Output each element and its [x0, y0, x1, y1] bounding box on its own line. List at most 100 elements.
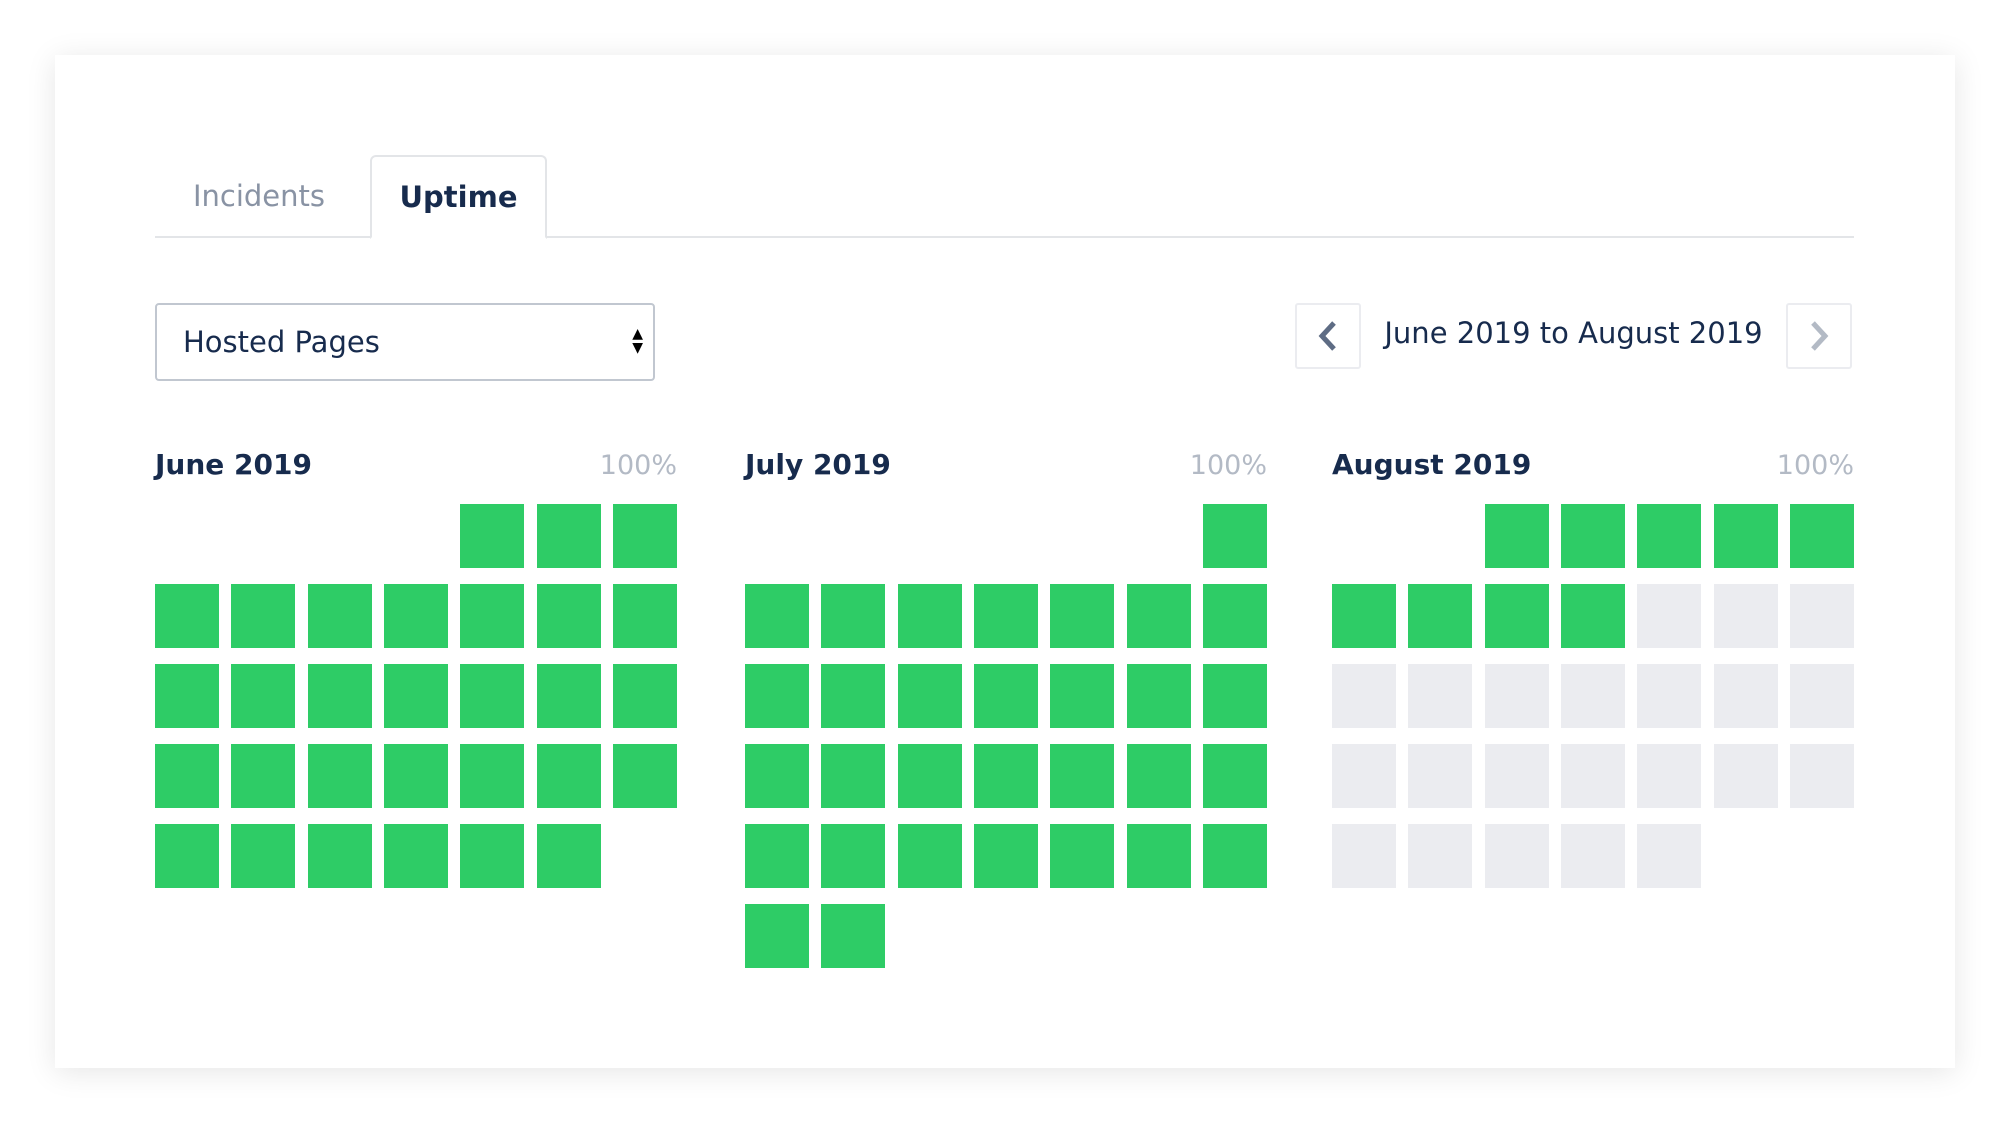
day-cell-operational[interactable]: [612, 584, 677, 648]
day-cell-operational[interactable]: [307, 824, 372, 888]
day-cell-operational[interactable]: [897, 584, 962, 648]
day-cell-operational[interactable]: [745, 584, 809, 648]
day-cell-operational[interactable]: [897, 824, 962, 888]
day-cell-operational[interactable]: [460, 584, 525, 648]
day-cell-operational[interactable]: [1050, 584, 1115, 648]
day-cell-no-data[interactable]: [1484, 664, 1549, 728]
previous-range-button[interactable]: [1295, 303, 1361, 369]
tab-uptime[interactable]: Uptime: [370, 155, 547, 239]
day-cell-operational[interactable]: [745, 744, 809, 808]
day-cell-operational[interactable]: [1408, 584, 1473, 648]
day-cell-operational[interactable]: [821, 664, 886, 728]
day-cell-no-data[interactable]: [1637, 664, 1702, 728]
day-cell-operational[interactable]: [973, 664, 1038, 728]
day-cell-operational[interactable]: [383, 744, 448, 808]
day-cell-operational[interactable]: [973, 584, 1038, 648]
day-cell-operational[interactable]: [1126, 744, 1191, 808]
day-cell-operational[interactable]: [1050, 664, 1115, 728]
day-cell-operational[interactable]: [155, 824, 219, 888]
day-cell-no-data[interactable]: [1637, 584, 1702, 648]
next-range-button[interactable]: [1786, 303, 1852, 369]
day-cell-operational[interactable]: [1050, 824, 1115, 888]
day-cell-no-data[interactable]: [1560, 664, 1625, 728]
day-cell-operational[interactable]: [1560, 504, 1625, 568]
day-cell-operational[interactable]: [612, 664, 677, 728]
day-cell-operational[interactable]: [155, 744, 219, 808]
day-cell-operational[interactable]: [1202, 744, 1267, 808]
month-name: August 2019: [1332, 448, 1532, 481]
day-cell-operational[interactable]: [460, 824, 525, 888]
component-select[interactable]: Hosted Pages ▲ ▼: [155, 303, 655, 381]
day-cell-operational[interactable]: [307, 584, 372, 648]
day-cell-operational[interactable]: [536, 504, 601, 568]
day-cell-operational[interactable]: [897, 744, 962, 808]
day-cell-operational[interactable]: [536, 664, 601, 728]
day-cell-operational[interactable]: [1332, 584, 1396, 648]
day-cell-operational[interactable]: [383, 824, 448, 888]
day-cell-no-data[interactable]: [1332, 824, 1396, 888]
day-cell-operational[interactable]: [231, 584, 296, 648]
day-cell-operational[interactable]: [821, 824, 886, 888]
month-uptime-percent: 100%: [1776, 450, 1854, 481]
day-cell-no-data[interactable]: [1408, 824, 1473, 888]
day-cell-operational[interactable]: [1713, 504, 1778, 568]
day-cell-operational[interactable]: [745, 824, 809, 888]
day-cell-operational[interactable]: [1202, 584, 1267, 648]
day-cell-operational[interactable]: [1050, 744, 1115, 808]
day-cell-no-data[interactable]: [1713, 744, 1778, 808]
day-cell-operational[interactable]: [155, 584, 219, 648]
day-cell-operational[interactable]: [745, 664, 809, 728]
day-cell-operational[interactable]: [1126, 584, 1191, 648]
day-cell-operational[interactable]: [231, 664, 296, 728]
day-cell-operational[interactable]: [1789, 504, 1854, 568]
tab-incidents[interactable]: Incidents: [192, 179, 326, 213]
day-cell-operational[interactable]: [973, 744, 1038, 808]
day-cell-operational[interactable]: [460, 744, 525, 808]
day-cell-operational[interactable]: [973, 824, 1038, 888]
day-cell-operational[interactable]: [821, 584, 886, 648]
day-cell-operational[interactable]: [1202, 824, 1267, 888]
day-cell-operational[interactable]: [821, 744, 886, 808]
day-cell-operational[interactable]: [745, 904, 809, 968]
day-cell-operational[interactable]: [536, 824, 601, 888]
day-cell-operational[interactable]: [307, 744, 372, 808]
day-cell-operational[interactable]: [612, 504, 677, 568]
day-cell-operational[interactable]: [231, 824, 296, 888]
day-cell-no-data[interactable]: [1484, 744, 1549, 808]
day-cell-no-data[interactable]: [1332, 664, 1396, 728]
day-cell-operational[interactable]: [1126, 664, 1191, 728]
day-cell-operational[interactable]: [1484, 504, 1549, 568]
day-cell-operational[interactable]: [612, 744, 677, 808]
day-cell-operational[interactable]: [897, 664, 962, 728]
day-cell-operational[interactable]: [1560, 584, 1625, 648]
day-cell-no-data[interactable]: [1637, 824, 1702, 888]
day-cell-operational[interactable]: [231, 744, 296, 808]
day-cell-no-data[interactable]: [1713, 584, 1778, 648]
day-cell-no-data[interactable]: [1789, 664, 1854, 728]
day-cell-no-data[interactable]: [1637, 744, 1702, 808]
day-cell-operational[interactable]: [460, 504, 525, 568]
day-cell-operational[interactable]: [1484, 584, 1549, 648]
day-cell-no-data[interactable]: [1560, 744, 1625, 808]
day-cell-operational[interactable]: [307, 664, 372, 728]
day-cell-no-data[interactable]: [1332, 744, 1396, 808]
day-cell-operational[interactable]: [1126, 824, 1191, 888]
day-cell-operational[interactable]: [1202, 664, 1267, 728]
day-cell-no-data[interactable]: [1789, 584, 1854, 648]
select-arrows-icon: ▲ ▼: [632, 326, 643, 356]
day-cell-operational[interactable]: [383, 664, 448, 728]
day-cell-operational[interactable]: [1637, 504, 1702, 568]
day-cell-no-data[interactable]: [1408, 664, 1473, 728]
day-cell-operational[interactable]: [383, 584, 448, 648]
day-cell-no-data[interactable]: [1408, 744, 1473, 808]
day-cell-no-data[interactable]: [1560, 824, 1625, 888]
day-cell-operational[interactable]: [460, 664, 525, 728]
day-cell-operational[interactable]: [536, 584, 601, 648]
day-cell-operational[interactable]: [821, 904, 886, 968]
day-cell-operational[interactable]: [1202, 504, 1267, 568]
day-cell-no-data[interactable]: [1713, 664, 1778, 728]
day-cell-operational[interactable]: [155, 664, 219, 728]
day-cell-operational[interactable]: [536, 744, 601, 808]
day-cell-no-data[interactable]: [1789, 744, 1854, 808]
day-cell-no-data[interactable]: [1484, 824, 1549, 888]
